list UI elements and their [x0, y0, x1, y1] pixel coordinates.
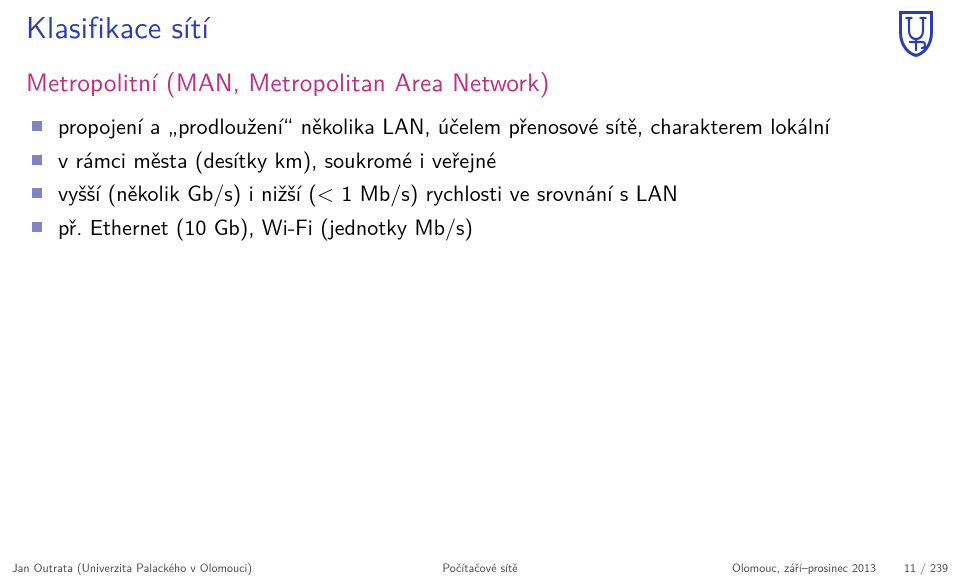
footer-right: Olomouc, září–prosinec 2013 11 / 239 [732, 558, 948, 576]
footer: Jan Outrata (Univerzita Palackého v Olom… [0, 556, 960, 576]
bullet-text: vyšší (několik Gb/s) i nižší (< 1 Mb/s) … [58, 176, 678, 208]
bullet-text: př. Ethernet (10 Gb), Wi-Fi (jednotky Mb… [58, 210, 473, 242]
footer-page: 11 / 239 [904, 558, 948, 576]
content-area: Klasifikace sítí Metropolitní (MAN, Metr… [26, 4, 934, 244]
slide-title: Klasifikace sítí [26, 4, 934, 48]
footer-title: Počítačové sítě [442, 558, 517, 576]
footer-location: Olomouc, září–prosinec 2013 [732, 558, 876, 576]
slide: Klasifikace sítí Metropolitní (MAN, Metr… [0, 0, 960, 584]
list-item: př. Ethernet (10 Gb), Wi-Fi (jednotky Mb… [26, 210, 934, 244]
bullet-text: v rámci města (desítky km), soukromé i v… [58, 143, 496, 175]
list-item: propojení a „prodloužení“ několika LAN, … [26, 109, 934, 143]
list-item: vyšší (několik Gb/s) i nižší (< 1 Mb/s) … [26, 176, 934, 210]
bullet-text: propojení a „prodloužení“ několika LAN, … [58, 109, 830, 141]
bullet-list: propojení a „prodloužení“ několika LAN, … [26, 109, 934, 244]
slide-subtitle: Metropolitní (MAN, Metropolitan Area Net… [26, 62, 934, 99]
list-item: v rámci města (desítky km), soukromé i v… [26, 143, 934, 177]
footer-author: Jan Outrata (Univerzita Palackého v Olom… [12, 558, 252, 576]
